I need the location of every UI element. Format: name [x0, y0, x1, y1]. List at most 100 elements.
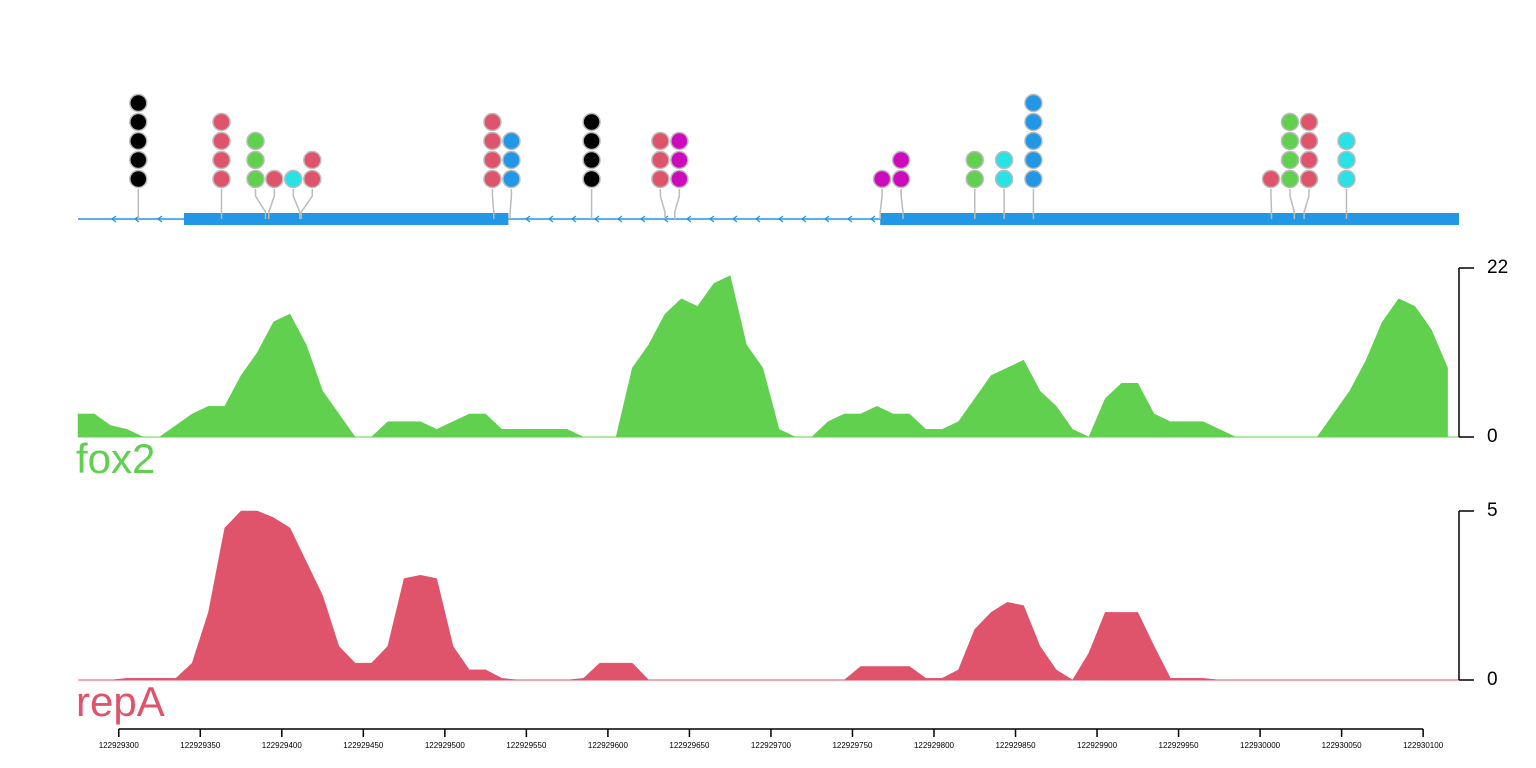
mutation	[212, 169, 231, 189]
strand-arrow	[524, 215, 531, 223]
mutation	[246, 169, 265, 189]
x-tick-label: 122929650	[669, 741, 710, 750]
mutation	[212, 112, 231, 132]
mutation	[246, 131, 265, 151]
strand-arrow	[156, 215, 163, 223]
track-label: repA	[76, 678, 165, 725]
mutation	[651, 169, 670, 189]
strand-arrow	[593, 215, 600, 223]
mutation	[1299, 169, 1319, 189]
mutation	[670, 150, 689, 170]
mutation	[1024, 169, 1043, 189]
mutation	[1280, 169, 1300, 189]
mutation	[1280, 131, 1300, 151]
stem	[254, 189, 267, 219]
mutation	[483, 131, 502, 151]
strand-arrow	[708, 215, 715, 223]
mutation	[265, 169, 284, 189]
stem	[1270, 189, 1273, 219]
strand-arrow	[731, 215, 738, 223]
x-tick-label: 122930050	[1322, 741, 1363, 750]
coverage-area	[78, 510, 1448, 681]
mutation	[1280, 112, 1300, 132]
mutation	[582, 131, 601, 151]
mutation	[129, 169, 148, 189]
x-tick-label: 122929600	[588, 741, 629, 750]
x-tick-label: 122929900	[1077, 741, 1118, 750]
strand-arrow	[547, 215, 554, 223]
x-tick-label: 122929950	[1159, 741, 1200, 750]
strand-arrow	[823, 215, 830, 223]
mutation	[246, 150, 265, 170]
strand-arrow	[846, 215, 853, 223]
mutation	[965, 169, 985, 189]
mutation	[483, 150, 502, 170]
x-tick-label: 122929550	[506, 741, 547, 750]
mutation	[129, 131, 148, 151]
mutation	[1337, 131, 1356, 151]
mutation	[582, 169, 601, 189]
x-tick-label: 122929850	[995, 741, 1036, 750]
mutation	[582, 112, 601, 132]
y-tick-label: 0	[1487, 426, 1498, 447]
stem	[268, 189, 276, 219]
stem	[659, 189, 666, 219]
stem	[1289, 189, 1296, 219]
mutation	[891, 150, 911, 170]
coverage-area	[77, 275, 1448, 438]
mutation	[872, 169, 892, 189]
x-tick-label: 122930000	[1240, 741, 1281, 750]
strand-arrow	[869, 215, 876, 223]
mutation	[891, 169, 911, 189]
stem	[673, 189, 681, 219]
mutation	[994, 169, 1014, 189]
x-tick-label: 122929500	[425, 741, 466, 750]
mutation	[129, 150, 148, 170]
mutation	[965, 150, 985, 170]
x-tick-label: 122929800	[914, 741, 955, 750]
mutation	[651, 150, 670, 170]
exon	[880, 213, 1459, 225]
mutation	[129, 93, 148, 113]
x-tick-label: 122929400	[262, 741, 303, 750]
mutation	[670, 169, 689, 189]
strand-arrow	[662, 215, 669, 223]
mutation	[1337, 169, 1356, 189]
strand-arrow	[639, 215, 646, 223]
mutation	[502, 169, 521, 189]
track-label: fox2	[76, 435, 155, 482]
stem	[292, 189, 301, 219]
strand-arrow	[754, 215, 761, 223]
y-tick-label: 5	[1487, 500, 1498, 521]
mutation	[1024, 150, 1043, 170]
strand-arrow	[777, 215, 784, 223]
stem	[509, 189, 513, 219]
mutation	[1280, 150, 1300, 170]
y-tick-label: 22	[1487, 257, 1508, 278]
strand-arrow	[110, 215, 117, 223]
x-tick-label: 122929300	[99, 741, 140, 750]
mutation	[483, 112, 502, 132]
mutation	[284, 169, 303, 189]
mutation	[994, 150, 1014, 170]
mutation	[212, 131, 231, 151]
stem	[300, 189, 314, 219]
mutation	[1024, 131, 1043, 151]
strand-arrow	[616, 215, 623, 223]
x-tick-label: 122929750	[832, 741, 873, 750]
mutation	[582, 150, 601, 170]
mutation	[502, 131, 521, 151]
mutation	[1337, 150, 1356, 170]
mutation	[303, 169, 322, 189]
mutation	[212, 150, 231, 170]
stem	[900, 189, 904, 219]
mutation	[1024, 93, 1043, 113]
mutation	[483, 169, 502, 189]
mutation	[303, 150, 322, 170]
x-tick-label: 122929450	[343, 741, 384, 750]
y-tick-label: 0	[1487, 669, 1498, 690]
mutation	[1299, 150, 1319, 170]
exon	[183, 213, 509, 225]
strand-arrow	[570, 215, 577, 223]
x-tick-label: 122930100	[1403, 741, 1444, 750]
